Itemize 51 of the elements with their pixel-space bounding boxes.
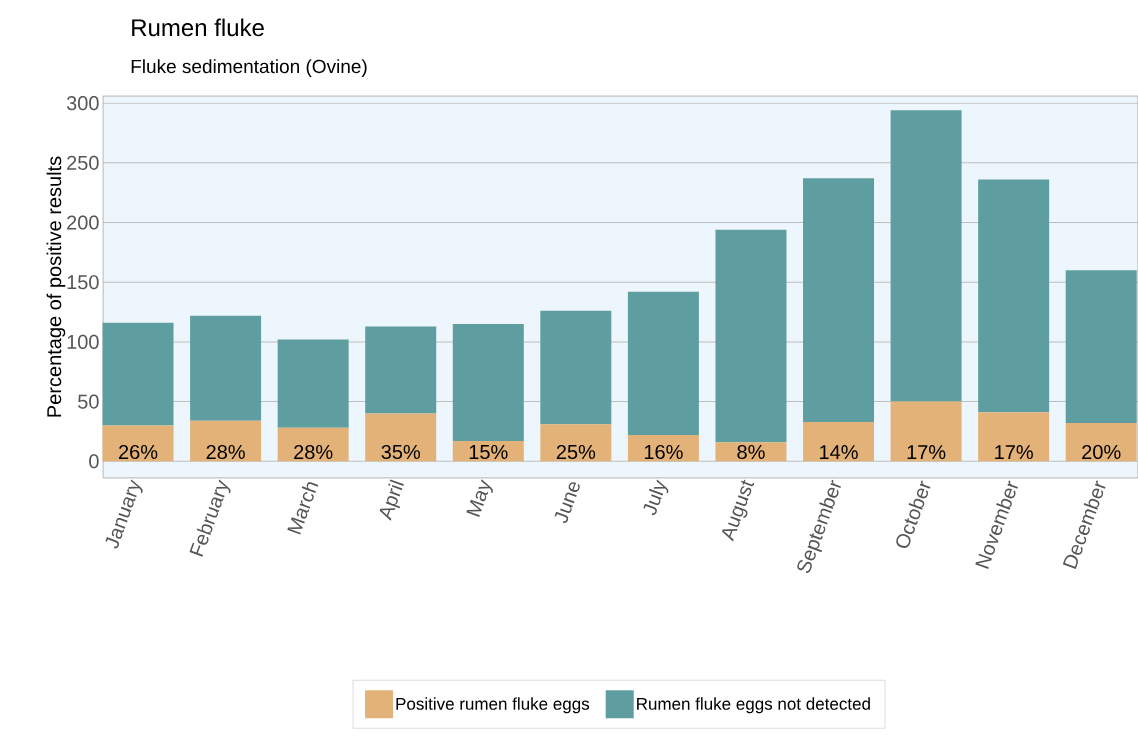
annotation: 15% (469, 445, 508, 460)
bar (803, 178, 875, 422)
bar (277, 339, 349, 428)
chart-subtitle: Fluke sedimentation (Ovine) (131, 59, 367, 77)
annotation: 8% (737, 444, 765, 460)
x-tick-label: July (643, 479, 669, 516)
legend-label: Positive rumen fluke eggs (396, 697, 590, 714)
bar (540, 424, 612, 462)
x-tick-label: March (287, 482, 319, 535)
annotation: 25% (556, 444, 596, 460)
y-tick-label: 200 (67, 215, 99, 230)
bar (1065, 423, 1137, 462)
annotation: 28% (206, 444, 245, 460)
x-tick-label: May (466, 479, 493, 517)
bar (452, 323, 524, 441)
annotation: 17% (995, 445, 1033, 460)
bar (365, 326, 437, 414)
bar (102, 322, 174, 426)
y-tick-label: 100 (67, 334, 99, 349)
annotation: 17% (907, 445, 946, 460)
annotation: 28% (294, 444, 333, 460)
annotation: 20% (1082, 444, 1121, 460)
x-tick-label: April (379, 479, 404, 521)
bar (978, 412, 1050, 462)
bar (715, 229, 787, 443)
bar (190, 420, 262, 462)
y-tick-label: 150 (67, 275, 99, 290)
bar (627, 291, 699, 436)
annotation: 14% (820, 445, 858, 460)
bar (803, 421, 875, 462)
y-axis-title: Percentage of positive results (46, 156, 66, 417)
bar (365, 413, 437, 462)
bar (540, 310, 612, 425)
y-tick-label: 50 (78, 394, 99, 409)
bar (890, 110, 962, 402)
bar (277, 427, 349, 462)
y-tick-label: 300 (66, 96, 99, 111)
legend-label: Rumen fluke eggs not detected (637, 697, 870, 714)
annotation: 16% (644, 444, 683, 460)
x-tick-label: June (554, 482, 580, 524)
chart-title: Rumen fluke (132, 18, 264, 37)
bar (890, 401, 962, 462)
y-tick-label: 0 (89, 454, 99, 469)
annotation: 35% (381, 444, 421, 460)
bar (978, 179, 1050, 413)
y-tick-label: 250 (67, 155, 99, 170)
x-tick-label: August (721, 479, 755, 542)
bar (1065, 270, 1137, 424)
bar (190, 315, 262, 421)
annotation: 26% (119, 444, 158, 460)
bar (102, 425, 174, 462)
